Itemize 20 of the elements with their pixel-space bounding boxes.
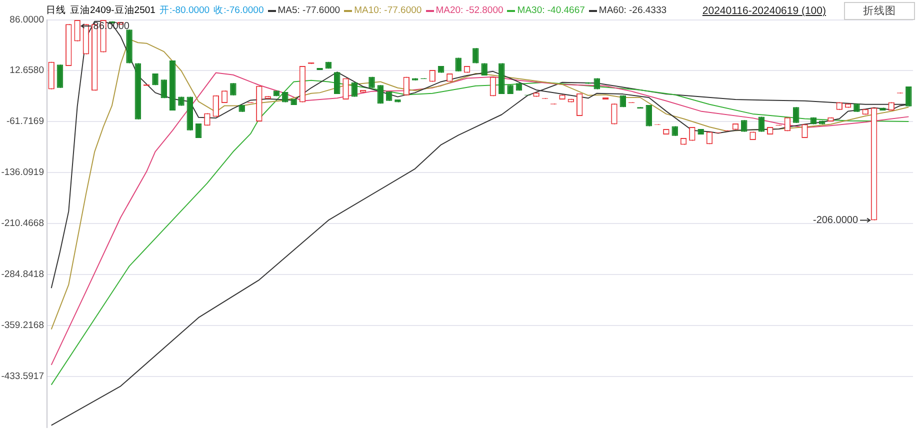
y-tick-label: -433.5917 [1,370,44,382]
annotation: -206.0000 [812,214,858,226]
text: 收:-76.0000 [214,4,264,17]
chart-title: 日线 [46,4,66,17]
y-tick-label: 12.6580 [10,64,44,76]
legend-label: MA5: -77.6000 [278,5,340,16]
legend-label: MA30: -40.4667 [517,5,585,16]
y-tick-label: -136.0919 [1,166,44,178]
text: 开:-80.0000 [159,4,210,17]
text: 折线图 [844,2,915,20]
legend-label: MA10: -77.6000 [354,5,422,16]
legend-label: MA60: -26.4333 [598,5,667,16]
legend-label: MA20: -52.8000 [436,5,504,16]
y-tick-label: 86.0000 [10,14,44,26]
y-tick-label: -61.7169 [6,116,44,127]
chart-subtitle: 豆油2409-豆油2501 [70,4,156,17]
text: 20240116-20240619 (100) [702,5,826,17]
y-tick-label: -210.4668 [1,218,44,229]
y-tick-label: -284.8418 [1,268,44,280]
y-tick-label: -359.2168 [1,320,44,331]
